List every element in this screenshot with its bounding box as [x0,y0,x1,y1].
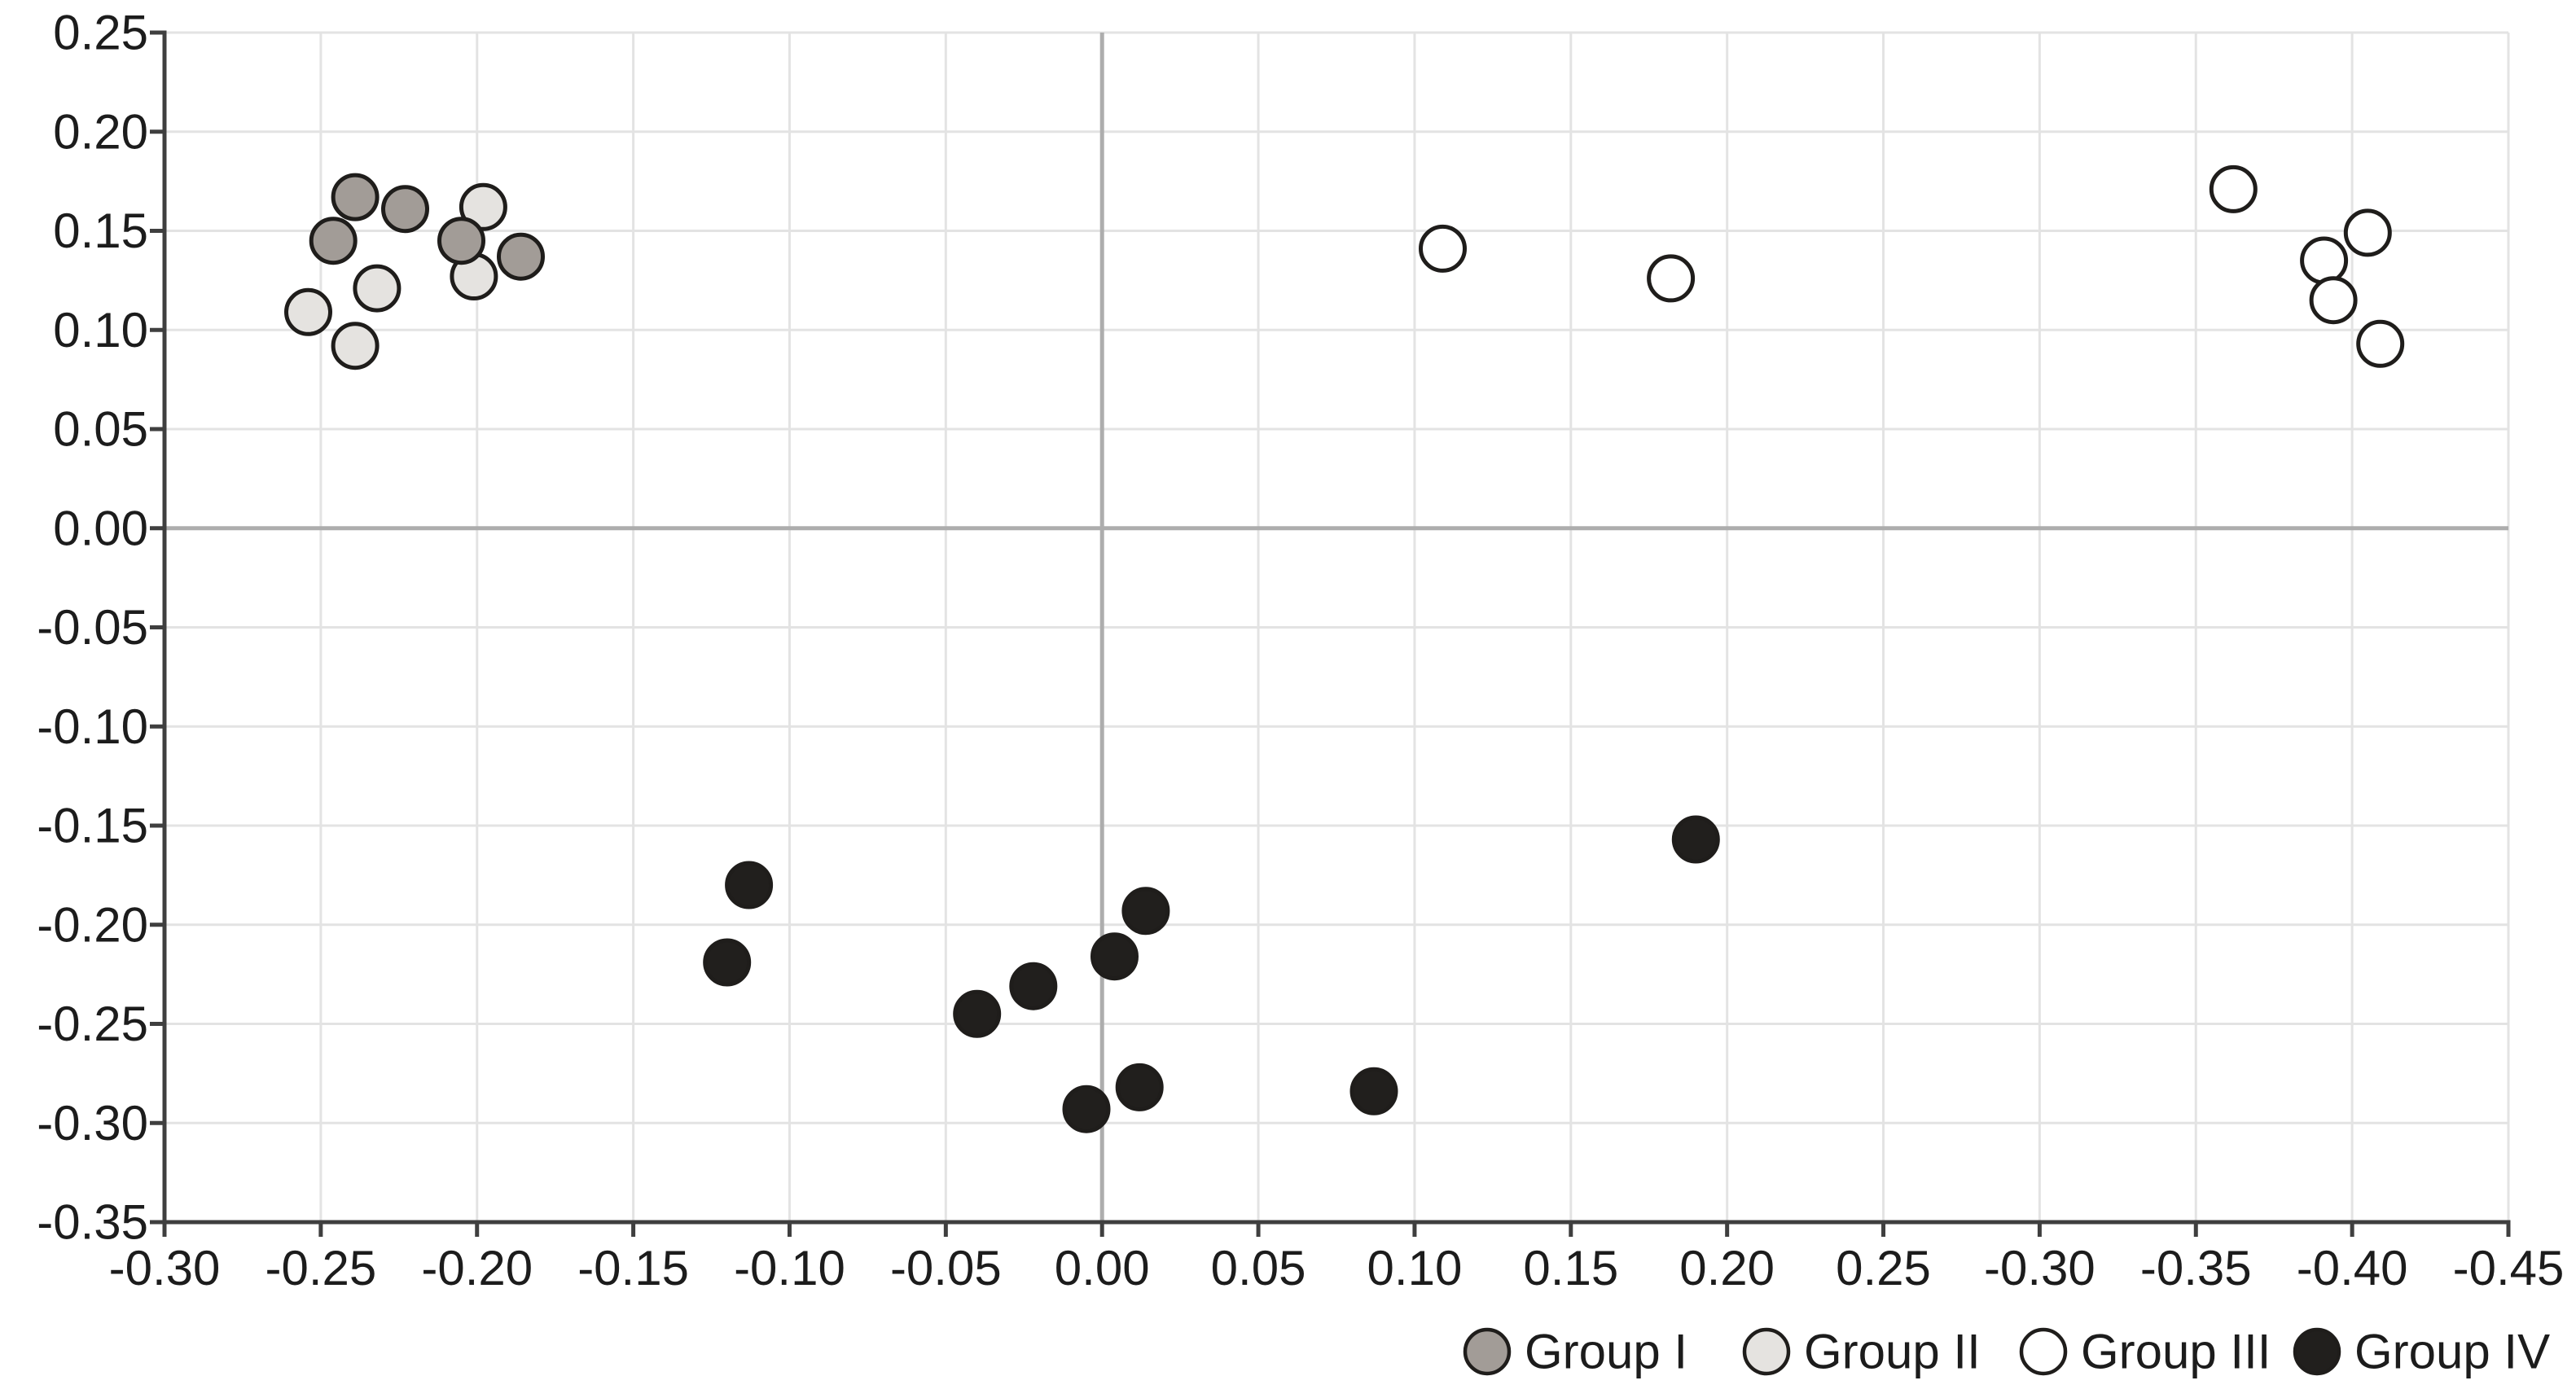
x-tick-label: -0.15 [577,1241,689,1295]
data-point [2309,276,2358,325]
y-tick-label: -0.15 [37,799,148,853]
y-tick-label: -0.20 [37,897,148,952]
legend-label: Group IV [2354,1325,2550,1379]
gridlines [165,31,2510,1222]
data-point [703,938,752,987]
x-tick-label: 0.25 [1836,1241,1931,1295]
tick-marks [150,30,2511,1237]
legend-item: Group III [2019,1325,2271,1379]
x-tick-label: 0.10 [1367,1241,1463,1295]
data-point [437,217,485,265]
x-tick-label: 0.05 [1211,1241,1306,1295]
y-tick-labels: 0.25 0.20 0.15 0.10 0.05 0.00 -0.05 -0.10 -0.15 -… [37,6,148,1250]
y-tick-label: -0.10 [37,699,148,754]
x-tick-label: 0.00 [1055,1241,1150,1295]
zero-lines [165,33,2508,1222]
data-point [2209,164,2258,213]
data-point [459,182,507,231]
y-tick-label: 0.25 [53,6,148,60]
x-tick-label: -0.45 [2453,1241,2565,1295]
x-tick-label: -0.20 [421,1241,533,1295]
data-point [2300,236,2349,285]
series-group-iii [1419,164,2405,368]
y-tick-label: 0.20 [53,104,148,159]
series-group-ii [284,182,507,370]
y-tick-label: 0.00 [53,501,148,555]
legend-marker-icon [1742,1327,1791,1376]
y-tick-label: -0.05 [37,600,148,655]
x-tick-label: -0.30 [109,1241,221,1295]
series-group-i [309,173,545,281]
x-tick-label: -0.25 [265,1241,376,1295]
data-point [1671,815,1720,864]
x-tick-labels: -0.30 -0.25 -0.20 -0.15 -0.10 -0.05 0.00 0.05 0.… [109,1241,2565,1295]
data-point [331,322,380,370]
y-tick-label: 0.05 [53,402,148,457]
data-point [2343,208,2392,257]
x-tick-label: 0.15 [1523,1241,1618,1295]
data-point [1419,224,1467,273]
data-point [1115,1063,1164,1111]
data-point [284,287,332,336]
y-tick-label: -0.30 [37,1096,148,1150]
x-tick-label: -0.35 [2140,1241,2252,1295]
y-tick-label: 0.15 [53,204,148,258]
y-tick-label: 0.10 [53,303,148,357]
legend-marker-icon [2293,1327,2341,1376]
data-point [497,232,545,281]
legend-item: Group I [1463,1325,1687,1379]
data-point [953,989,1002,1038]
series-group-iv [703,815,1720,1133]
data-point [2356,319,2405,368]
data-point [1062,1085,1111,1133]
legend-marker-icon [1463,1327,1512,1376]
legend-item: Group II [1742,1325,1981,1379]
legend-label: Group III [2081,1325,2271,1379]
data-point [1091,932,1139,981]
data-point [725,861,774,909]
x-tick-label: 0.20 [1679,1241,1775,1295]
data-point [331,173,380,221]
data-point [353,264,402,313]
legend-item: Group IV [2293,1325,2550,1379]
data-point [1121,887,1170,936]
x-tick-label: -0.05 [890,1241,1002,1295]
y-tick-label: -0.35 [37,1195,148,1250]
y-tick-label: -0.25 [37,997,148,1051]
x-tick-label: -0.10 [734,1241,845,1295]
x-tick-label: -0.30 [1984,1241,2095,1295]
data-point [309,217,358,265]
legend-label: Group I [1525,1325,1687,1379]
data-point [1009,962,1058,1010]
legend-label: Group II [1804,1325,1981,1379]
legend-marker-icon [2019,1327,2068,1376]
data-point [381,185,429,234]
data-point [1647,254,1696,303]
data-points [284,164,2405,1133]
legend: Group I Group II Group III Group IV [1463,1325,2550,1379]
data-point [1349,1067,1398,1115]
x-tick-label: -0.40 [2297,1241,2408,1295]
